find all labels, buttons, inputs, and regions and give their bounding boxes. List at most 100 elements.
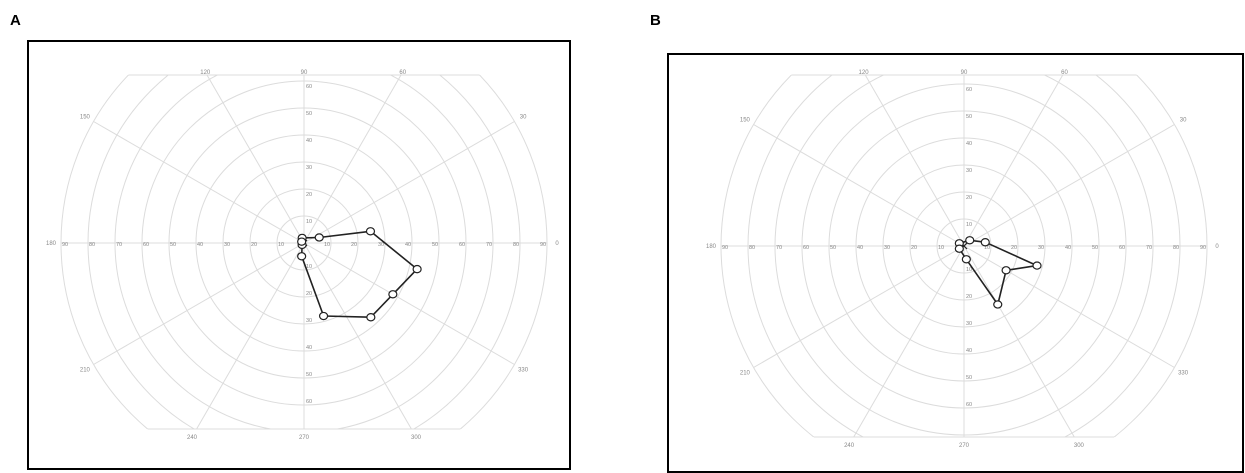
angle-label-240: 240 — [844, 443, 855, 449]
isopter-point — [365, 227, 376, 236]
angle-label-180: 180 — [706, 244, 717, 250]
grid — [720, 75, 1208, 437]
tick-right-60: 60 — [459, 242, 465, 248]
panel-letter-b: B — [650, 12, 661, 29]
tick-down-50: 50 — [306, 372, 312, 378]
isopter-point — [366, 313, 376, 322]
tick-right-90: 90 — [540, 242, 546, 248]
tick-down-30: 30 — [306, 318, 312, 324]
tick-left-90: 90 — [722, 245, 728, 251]
spoke-330 — [963, 245, 1175, 368]
angle-label-330: 330 — [518, 368, 529, 374]
tick-up-30: 30 — [306, 165, 312, 171]
spoke-210 — [753, 245, 965, 368]
spoke-120 — [206, 75, 305, 244]
isopter-point — [1032, 261, 1042, 270]
visual-field-chart-b: 10 10 10 10 20 20 20 20 30 30 30 30 40 40 40 40 50 50 50 50… — [667, 53, 1244, 473]
tick-left-10: 10 — [938, 245, 944, 251]
tick-right-30: 30 — [1038, 245, 1044, 251]
tick-right-10: 10 — [324, 242, 330, 248]
tick-right-70: 70 — [486, 242, 492, 248]
tick-down-30: 30 — [966, 321, 972, 327]
spoke-240 — [853, 245, 965, 437]
isopter-point — [961, 255, 971, 264]
angle-label-30: 30 — [1180, 118, 1187, 124]
angle-label-150: 150 — [740, 118, 751, 124]
angle-label-90: 90 — [961, 70, 968, 76]
spoke-210 — [93, 242, 305, 365]
spoke-30 — [303, 121, 515, 244]
tick-down-40: 40 — [966, 348, 972, 354]
tick-right-50: 50 — [432, 242, 438, 248]
angle-label-0: 0 — [1215, 244, 1219, 250]
angle-label-150: 150 — [80, 115, 91, 121]
angle-label-330: 330 — [1178, 371, 1189, 377]
polar-plot-a: 10 10 10 10 20 20 20 20 30 30 30 30 40 40 40 40 50 50 50 50… — [46, 70, 559, 441]
tick-left-70: 70 — [776, 245, 782, 251]
tick-down-60: 60 — [966, 402, 972, 408]
tick-right-80: 80 — [1173, 245, 1179, 251]
grid — [60, 75, 548, 429]
tick-left-20: 20 — [911, 245, 917, 251]
spoke-240 — [196, 242, 305, 429]
tick-left-60: 60 — [143, 242, 149, 248]
tick-left-30: 30 — [224, 242, 230, 248]
tick-left-90: 90 — [62, 242, 68, 248]
isopter-point — [388, 290, 398, 299]
visual-field-chart-a: 10 10 10 10 20 20 20 20 30 30 30 30 40 40 40 40 50 50 50 50… — [27, 40, 571, 470]
tick-left-10: 10 — [278, 242, 284, 248]
angle-label-210: 210 — [80, 368, 91, 374]
tick-up-40: 40 — [966, 141, 972, 147]
isopter-point — [993, 300, 1003, 309]
tick-right-40: 40 — [1065, 245, 1071, 251]
angle-label-210: 210 — [740, 371, 751, 377]
tick-left-70: 70 — [116, 242, 122, 248]
spoke-150 — [753, 124, 965, 247]
isopter-line — [300, 230, 418, 318]
tick-down-10: 10 — [306, 264, 312, 270]
tick-up-30: 30 — [966, 168, 972, 174]
isopter-point — [965, 236, 975, 245]
spoke-300 — [963, 245, 1075, 437]
isopter-point — [980, 238, 990, 247]
angle-label-300: 300 — [411, 435, 422, 441]
panel-letter-a: A — [10, 12, 21, 29]
angle-label-180: 180 — [46, 241, 57, 247]
spoke-330 — [303, 242, 515, 365]
spoke-150 — [93, 121, 305, 244]
tick-up-20: 20 — [966, 195, 972, 201]
tick-right-20: 20 — [351, 242, 357, 248]
tick-left-30: 30 — [884, 245, 890, 251]
angle-label-30: 30 — [520, 115, 527, 121]
tick-left-50: 50 — [830, 245, 836, 251]
tick-left-20: 20 — [251, 242, 257, 248]
tick-left-60: 60 — [803, 245, 809, 251]
polar-plot-b: 10 10 10 10 20 20 20 20 30 30 30 30 40 40 40 40 50 50 50 50… — [706, 70, 1219, 449]
isopter-point — [297, 252, 307, 261]
tick-left-80: 80 — [89, 242, 95, 248]
tick-left-40: 40 — [197, 242, 203, 248]
angle-label-90: 90 — [301, 70, 308, 76]
isopter-point — [318, 311, 329, 321]
tick-right-20: 20 — [1011, 245, 1017, 251]
tick-left-40: 40 — [857, 245, 863, 251]
angle-label-300: 300 — [1074, 443, 1085, 449]
tick-down-20: 20 — [966, 294, 972, 300]
tick-right-10: 10 — [984, 245, 990, 251]
tick-down-50: 50 — [966, 375, 972, 381]
angle-label-120: 120 — [859, 70, 870, 76]
isopter-point — [954, 244, 964, 253]
tick-up-60: 60 — [966, 87, 972, 93]
angle-label-60: 60 — [399, 70, 406, 76]
tick-right-70: 70 — [1146, 245, 1152, 251]
angle-label-120: 120 — [200, 70, 211, 76]
spoke-30 — [963, 124, 1175, 247]
angle-label-240: 240 — [187, 435, 198, 441]
isopter-point — [314, 233, 324, 242]
tick-up-10: 10 — [966, 222, 972, 228]
tick-left-50: 50 — [170, 242, 176, 248]
tick-right-60: 60 — [1119, 245, 1125, 251]
tick-up-40: 40 — [306, 138, 312, 144]
tick-right-50: 50 — [1092, 245, 1098, 251]
angle-label-270: 270 — [959, 443, 970, 449]
